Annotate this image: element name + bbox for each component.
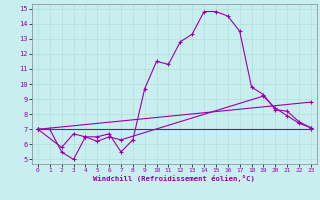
X-axis label: Windchill (Refroidissement éolien,°C): Windchill (Refroidissement éolien,°C) (93, 175, 255, 182)
